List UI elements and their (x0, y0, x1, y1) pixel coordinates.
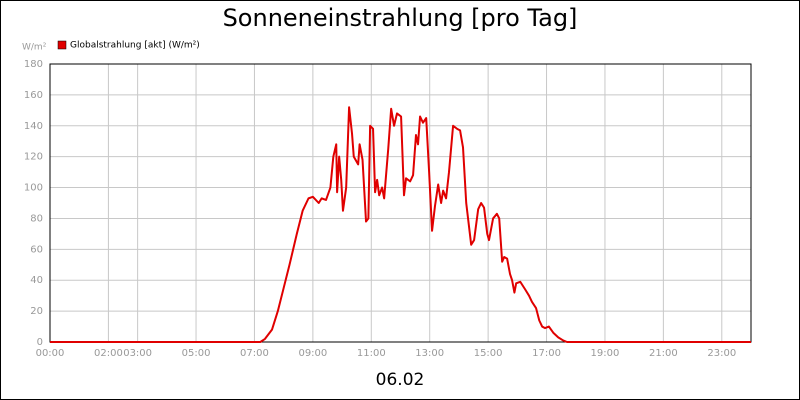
x-tick-label: 23:00 (707, 348, 736, 359)
x-tick-label: 19:00 (591, 348, 620, 359)
legend-swatch (57, 40, 67, 50)
plot-border (49, 63, 752, 343)
y-tick-label: 0 (37, 337, 43, 348)
chart-title: Sonneneinstrahlung [pro Tag] (223, 4, 578, 32)
y-tick-label: 40 (30, 275, 43, 286)
y-tick-label: 100 (24, 183, 43, 194)
x-tick-label: 21:00 (649, 348, 678, 359)
x-tick-label: 02:00 (94, 348, 123, 359)
y-tick-label: 160 (24, 90, 43, 101)
y-unit: W/m² (22, 43, 47, 53)
x-tick-label: 15:00 (474, 348, 503, 359)
data-line (50, 106, 751, 343)
y-tick-label: 180 (24, 59, 43, 70)
x-tick-label: 07:00 (240, 348, 269, 359)
y-tick-label: 120 (24, 152, 43, 163)
x-tick-label: 13:00 (415, 348, 444, 359)
x-tick-label: 09:00 (298, 348, 327, 359)
y-tick-label: 80 (30, 213, 43, 224)
y-tick-label: 60 (30, 244, 43, 255)
x-tick-label: 00:00 (36, 348, 65, 359)
x-tick-label: 11:00 (357, 348, 386, 359)
legend-label: Globalstrahlung [akt] (W/m²) (70, 41, 200, 51)
x-tick-label: 05:00 (182, 348, 211, 359)
x-tick-label: 17:00 (532, 348, 561, 359)
x-tick-label: 03:00 (123, 348, 152, 359)
x-label: 06.02 (376, 370, 425, 390)
y-tick-label: 140 (24, 121, 43, 132)
y-tick-label: 20 (30, 306, 43, 317)
